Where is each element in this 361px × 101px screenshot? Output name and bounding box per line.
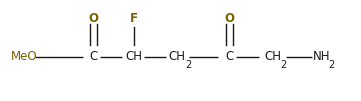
Text: CH: CH bbox=[264, 50, 281, 63]
Text: C: C bbox=[90, 50, 98, 63]
Text: CH: CH bbox=[168, 50, 186, 63]
Text: F: F bbox=[130, 12, 138, 25]
Text: O: O bbox=[224, 12, 234, 25]
Text: C: C bbox=[225, 50, 233, 63]
Text: 2: 2 bbox=[329, 60, 335, 70]
Text: 2: 2 bbox=[280, 60, 286, 70]
Text: 2: 2 bbox=[185, 60, 191, 70]
Text: O: O bbox=[89, 12, 99, 25]
Text: CH: CH bbox=[125, 50, 142, 63]
Text: NH: NH bbox=[313, 50, 330, 63]
Text: MeO: MeO bbox=[11, 50, 38, 63]
